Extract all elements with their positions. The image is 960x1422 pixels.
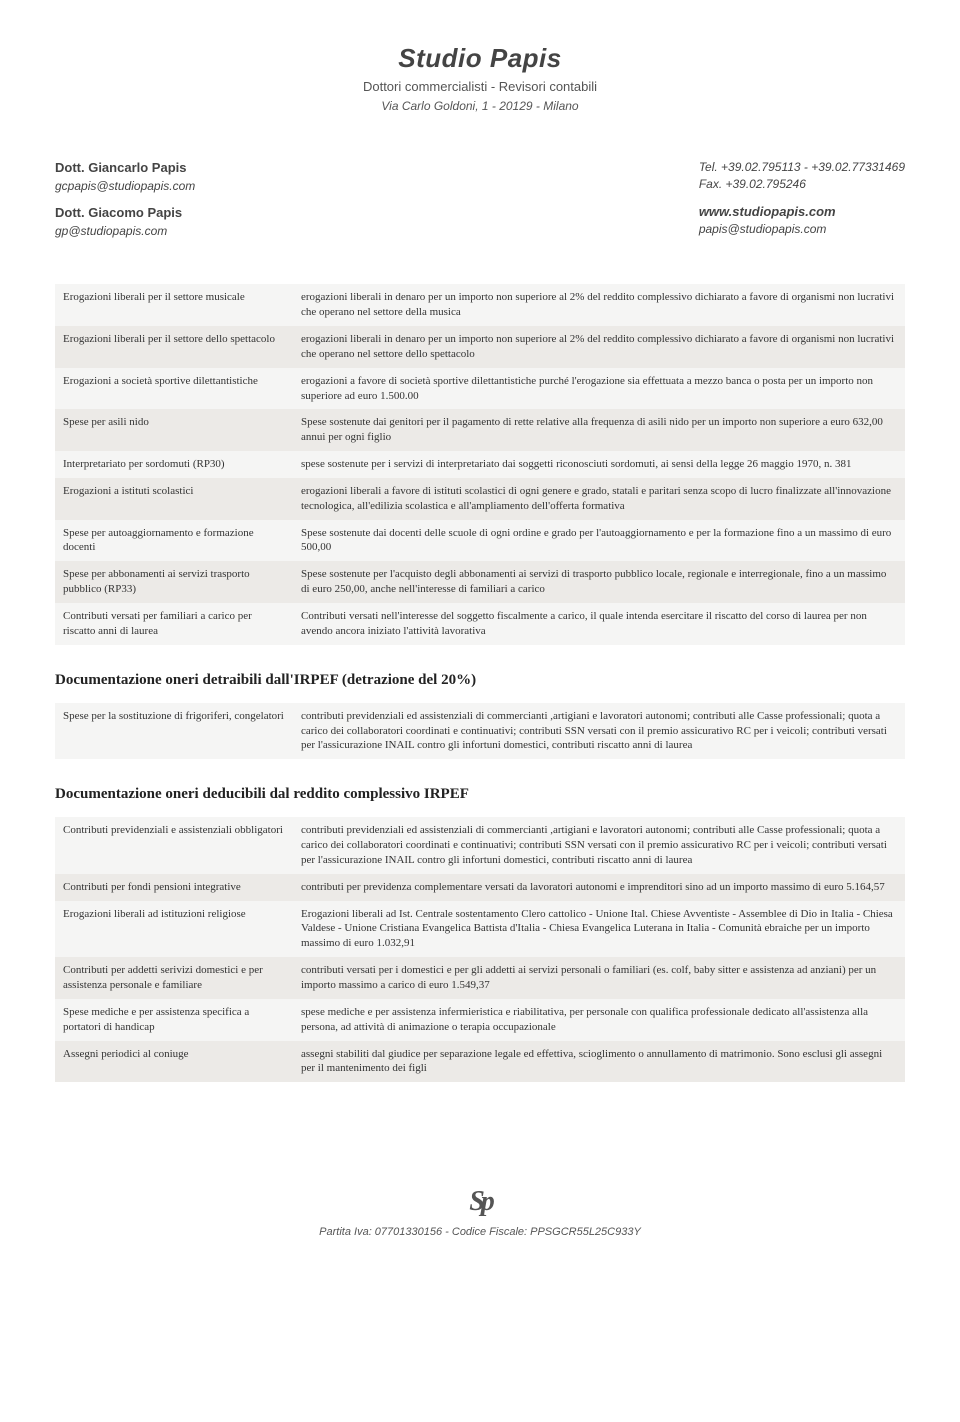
row-description: spese mediche e per assistenza infermier…	[293, 999, 905, 1041]
table-row: Contributi versati per familiari a caric…	[55, 603, 905, 645]
person2-name: Dott. Giacomo Papis	[55, 204, 195, 222]
row-label: Assegni periodici al coniuge	[55, 1041, 293, 1083]
row-description: contributi per previdenza complementare …	[293, 874, 905, 901]
row-description: erogazioni liberali a favore di istituti…	[293, 478, 905, 520]
table-row: Spese per abbonamenti ai servizi traspor…	[55, 561, 905, 603]
section2-title: Documentazione oneri detraibili dall'IRP…	[55, 670, 905, 691]
footer-logo: Sp	[469, 1182, 491, 1221]
row-label: Spese per asili nido	[55, 409, 293, 451]
person2-email: gp@studiopapis.com	[55, 223, 195, 240]
row-description: spese sostenute per i servizi di interpr…	[293, 451, 905, 478]
row-description: Spese sostenute per l'acquisto degli abb…	[293, 561, 905, 603]
table-row: Erogazioni a istituti scolasticierogazio…	[55, 478, 905, 520]
row-description: contributi previdenziali ed assistenzial…	[293, 817, 905, 874]
row-label: Contributi versati per familiari a caric…	[55, 603, 293, 645]
row-label: Spese mediche e per assistenza specifica…	[55, 999, 293, 1041]
row-label: Spese per la sostituzione di frigoriferi…	[55, 703, 293, 760]
footer-pi-cf: Partita Iva: 07701330156 - Codice Fiscal…	[319, 1225, 641, 1240]
studio-address: Via Carlo Goldoni, 1 - 20129 - Milano	[55, 98, 905, 115]
person1-name: Dott. Giancarlo Papis	[55, 159, 195, 177]
row-description: erogazioni liberali in denaro per un imp…	[293, 284, 905, 326]
table-deducibili: Contributi previdenziali e assistenziali…	[55, 817, 905, 1082]
row-label: Contributi per addetti serivizi domestic…	[55, 957, 293, 999]
row-label: Erogazioni a istituti scolastici	[55, 478, 293, 520]
table-row: Spese per asili nidoSpese sostenute dai …	[55, 409, 905, 451]
phone-fax: Fax. +39.02.795246	[699, 176, 905, 193]
row-label: Erogazioni liberali ad istituzioni relig…	[55, 901, 293, 958]
contact-row: Dott. Giancarlo Papis gcpapis@studiopapi…	[55, 159, 905, 249]
table-row: Contributi previdenziali e assistenziali…	[55, 817, 905, 874]
row-label: Erogazioni liberali per il settore dello…	[55, 326, 293, 368]
website: www.studiopapis.com	[699, 203, 905, 221]
letterhead-header: Studio Papis Dottori commercialisti - Re…	[55, 40, 905, 114]
row-description: Spese sostenute dai genitori per il paga…	[293, 409, 905, 451]
section3-title: Documentazione oneri deducibili dal redd…	[55, 784, 905, 805]
studio-subtitle: Dottori commercialisti - Revisori contab…	[55, 78, 905, 96]
row-label: Erogazioni a società sportive dilettanti…	[55, 368, 293, 410]
studio-name: Studio Papis	[55, 40, 905, 76]
contact-right: Tel. +39.02.795113 - +39.02.77331469 Fax…	[699, 159, 905, 249]
person1-email: gcpapis@studiopapis.com	[55, 178, 195, 195]
table-row: Assegni periodici al coniugeassegni stab…	[55, 1041, 905, 1083]
phone-tel: Tel. +39.02.795113 - +39.02.77331469	[699, 159, 905, 176]
web-email: papis@studiopapis.com	[699, 221, 905, 238]
row-label: Spese per autoaggiornamento e formazione…	[55, 520, 293, 562]
row-label: Interpretariato per sordomuti (RP30)	[55, 451, 293, 478]
table-row: Spese per autoaggiornamento e formazione…	[55, 520, 905, 562]
row-description: Spese sostenute dai docenti delle scuole…	[293, 520, 905, 562]
row-label: Spese per abbonamenti ai servizi traspor…	[55, 561, 293, 603]
table-row: Erogazioni liberali per il settore music…	[55, 284, 905, 326]
row-description: assegni stabiliti dal giudice per separa…	[293, 1041, 905, 1083]
footer: Sp Partita Iva: 07701330156 - Codice Fis…	[55, 1182, 905, 1241]
row-description: Erogazioni liberali ad Ist. Centrale sos…	[293, 901, 905, 958]
row-label: Contributi previdenziali e assistenziali…	[55, 817, 293, 874]
row-label: Contributi per fondi pensioni integrativ…	[55, 874, 293, 901]
row-description: erogazioni liberali in denaro per un imp…	[293, 326, 905, 368]
table-row: Spese mediche e per assistenza specifica…	[55, 999, 905, 1041]
table-row: Erogazioni liberali ad istituzioni relig…	[55, 901, 905, 958]
row-description: Contributi versati nell'interesse del so…	[293, 603, 905, 645]
table-detrazioni-1: Erogazioni liberali per il settore music…	[55, 284, 905, 644]
table-row: Interpretariato per sordomuti (RP30)spes…	[55, 451, 905, 478]
table-row: Spese per la sostituzione di frigoriferi…	[55, 703, 905, 760]
row-description: contributi previdenziali ed assistenzial…	[293, 703, 905, 760]
table-row: Erogazioni a società sportive dilettanti…	[55, 368, 905, 410]
row-label: Erogazioni liberali per il settore music…	[55, 284, 293, 326]
row-description: erogazioni a favore di società sportive …	[293, 368, 905, 410]
table-row: Contributi per addetti serivizi domestic…	[55, 957, 905, 999]
row-description: contributi versati per i domestici e per…	[293, 957, 905, 999]
table-row: Erogazioni liberali per il settore dello…	[55, 326, 905, 368]
table-detrazioni-2: Spese per la sostituzione di frigoriferi…	[55, 703, 905, 760]
table-row: Contributi per fondi pensioni integrativ…	[55, 874, 905, 901]
contact-left: Dott. Giancarlo Papis gcpapis@studiopapi…	[55, 159, 195, 249]
